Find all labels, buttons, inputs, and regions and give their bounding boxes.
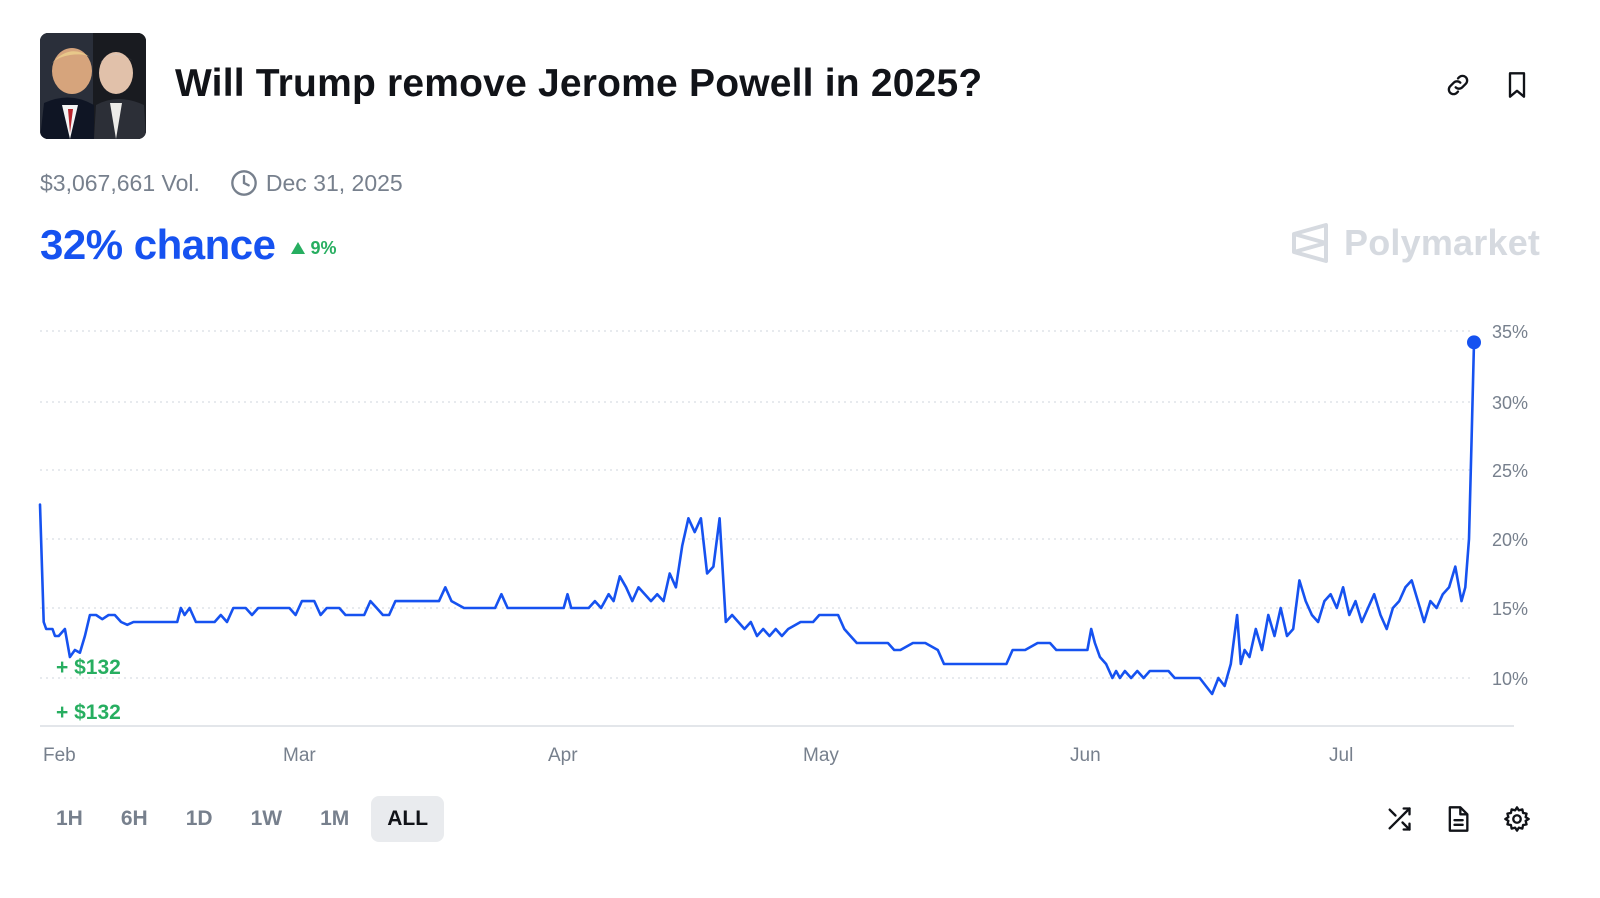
trade-marker: + $132 [56,701,121,724]
range-tab-1w[interactable]: 1W [250,807,283,830]
series-end-point [1467,335,1481,350]
x-tick-label: Jun [1070,745,1101,766]
end-date-text: Dec 31, 2025 [265,169,403,196]
clock-icon [231,170,257,196]
brand-name: Polymarket [1344,222,1541,263]
range-tab-1m[interactable]: 1M [320,807,350,830]
polymarket-logo-icon [1292,223,1328,263]
x-tick-label: Apr [548,745,578,766]
range-tab-1h[interactable]: 1H [56,807,83,830]
y-tick-label: 35% [1492,322,1528,342]
y-tick-label: 10% [1492,669,1528,689]
chart-grid [40,330,1474,679]
x-tick-label: Jul [1329,745,1353,766]
trump-powell-photo-icon [40,33,146,139]
series-line [38,341,1476,696]
range-tab-1d[interactable]: 1D [185,807,213,830]
triangle-up-icon [291,242,306,254]
x-tick-label: Mar [283,745,316,766]
x-tick-label: May [803,745,839,766]
chance-change: 9% [291,237,337,259]
chance-value: 32% chance [40,221,276,268]
x-tick-label: Feb [43,745,76,766]
y-axis: 10% 15% 20% 25% 30% 35% [1492,322,1528,689]
document-icon[interactable] [1443,804,1473,834]
page-title: Will Trump remove Jerome Powell in 2025? [175,62,983,105]
y-tick-label: 20% [1492,530,1528,550]
y-tick-label: 15% [1492,599,1528,619]
y-tick-label: 25% [1492,461,1528,481]
chance-change-value: 9% [310,237,337,258]
y-tick-label: 30% [1492,393,1528,413]
brand-watermark: Polymarket [1290,218,1540,268]
link-icon[interactable] [1443,70,1473,100]
trade-marker: + $132 [56,656,121,679]
range-tab-6h[interactable]: 6H [120,807,148,830]
market-thumbnail [40,33,146,139]
shuffle-icon[interactable] [1384,804,1414,834]
x-axis: Feb Mar Apr May Jun Jul [43,745,1353,766]
gear-icon[interactable] [1502,804,1532,834]
odds-summary: 32% chance 9% [40,220,337,270]
range-tab-all[interactable]: ALL [371,796,445,842]
volume-text: $3,067,661 Vol. [40,169,200,196]
time-range-tabs: 1H 6H 1D 1W 1M ALL [40,796,445,842]
market-meta: $3,067,661 Vol. Dec 31, 2025 [40,168,403,198]
price-chart[interactable]: 10% 15% 20% 25% 30% 35% Feb Mar Apr May Jun Jul + … [0,300,1600,780]
bookmark-icon[interactable] [1502,70,1532,100]
